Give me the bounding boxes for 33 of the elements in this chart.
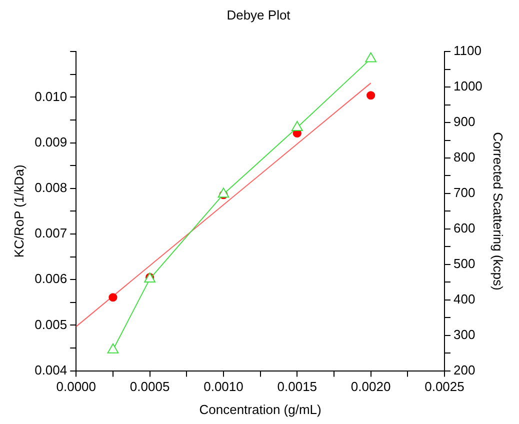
x-tick-label: 0.0005 [130,379,170,394]
point [218,188,230,198]
y-tick-label: 0.006 [34,271,68,286]
y2-tick-label: 800 [453,150,476,165]
y-tick-label: 0.009 [34,134,68,150]
x-tick-label: 0.0015 [277,379,318,394]
x-tick-label: 0.0000 [56,379,96,394]
point [108,293,118,302]
y-tick-label: 0.004 [34,362,68,378]
y2-tick-label: 900 [453,114,476,130]
point [107,343,119,354]
y-tick-label: 0.005 [34,316,68,332]
y2-tick-label: 200 [453,362,476,378]
y-axis-title: KC/RoP (1/kDa) [11,164,26,258]
y-tick-label: 0.007 [34,226,68,241]
chart-title: Debye Plot [226,7,291,22]
y2-tick-label: 400 [453,291,476,306]
y2-tick-label: 700 [453,185,476,200]
y2-tick-label: 300 [453,326,476,342]
x-tick-label: 0.0010 [204,379,244,394]
y-tick-label: 0.008 [34,180,68,195]
x-tick-label: 0.0020 [350,379,391,394]
x-tick-label: 0.0025 [424,379,464,394]
y2-tick-label: 600 [453,220,476,236]
y2-tick-label: 1100 [453,43,482,58]
point [366,91,376,100]
y2-axis-title: Corrected Scattering (kcps) [490,132,506,290]
point [365,52,377,62]
x-axis-title: Concentration (g/mL) [199,402,322,417]
y-tick-label: 0.010 [34,88,68,104]
y2-tick-label: 1000 [453,78,482,94]
point [291,121,303,131]
y2-tick-label: 500 [453,256,476,271]
